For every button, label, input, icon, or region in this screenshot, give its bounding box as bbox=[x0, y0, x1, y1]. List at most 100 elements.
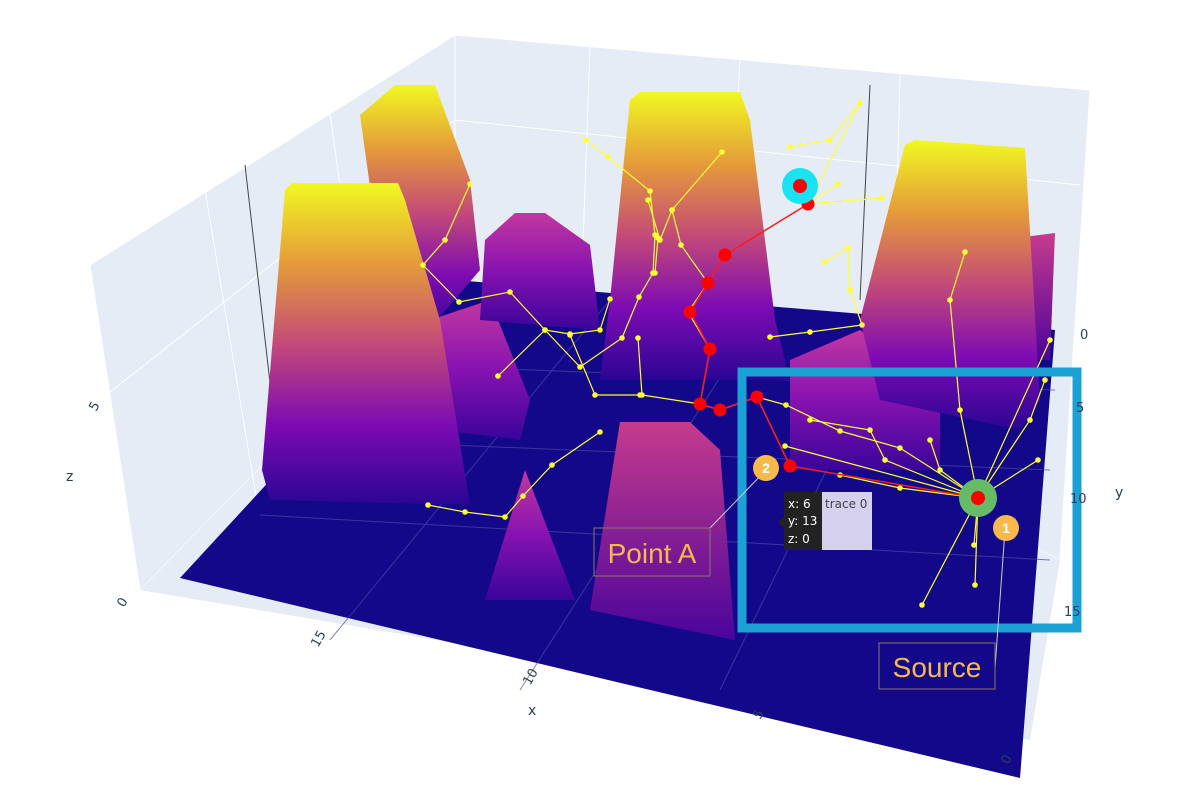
graph-edge bbox=[427, 431, 601, 518]
annotation-label-point-a: Point A bbox=[608, 538, 697, 569]
hover-z: z: 0 bbox=[788, 532, 810, 546]
graph-node bbox=[636, 294, 642, 300]
graph-node bbox=[845, 245, 851, 251]
x-tick-label: 15 bbox=[308, 628, 329, 650]
source-marker[interactable] bbox=[971, 491, 985, 505]
shortest-path bbox=[683, 185, 979, 499]
hover-x: x: 6 bbox=[788, 497, 811, 511]
graph-node bbox=[837, 428, 843, 434]
graph-node bbox=[467, 181, 473, 187]
graph-node bbox=[1035, 457, 1041, 463]
graph-node bbox=[605, 154, 611, 160]
graph-node bbox=[420, 262, 426, 268]
graph-node bbox=[495, 373, 501, 379]
graph-node bbox=[882, 457, 888, 463]
badge-point-a bbox=[753, 455, 779, 481]
graph-node bbox=[502, 514, 508, 520]
graph-edge bbox=[949, 251, 979, 499]
graph-node bbox=[678, 242, 684, 248]
path-node bbox=[693, 397, 707, 411]
graph-node bbox=[835, 181, 841, 187]
graph-node bbox=[507, 289, 513, 295]
x-tick-label: 10 bbox=[520, 666, 541, 688]
graph-edge bbox=[654, 237, 659, 274]
hover-tooltip: x: 6 y: 13 z: 0 trace 0 bbox=[778, 492, 872, 550]
path-node bbox=[783, 459, 797, 473]
path-node bbox=[703, 342, 717, 356]
graph-node bbox=[807, 329, 813, 335]
graph-node bbox=[782, 443, 788, 449]
graph-node bbox=[787, 144, 793, 150]
graph-node bbox=[657, 237, 663, 243]
y-tick-label: 5 bbox=[1076, 401, 1084, 416]
path-node bbox=[701, 276, 715, 290]
graph-node bbox=[879, 195, 885, 201]
graph-edge bbox=[769, 246, 863, 338]
graph-node bbox=[645, 197, 651, 203]
graph-edge bbox=[422, 139, 656, 368]
x-axis-title: x bbox=[528, 703, 536, 719]
tall-peak bbox=[600, 92, 790, 380]
z-axis-title: z bbox=[66, 469, 73, 485]
tall-peak bbox=[262, 183, 470, 505]
annotation-box-point-a bbox=[593, 527, 711, 577]
graph-edge bbox=[789, 102, 861, 205]
path-node bbox=[750, 390, 764, 404]
graph-node bbox=[857, 100, 863, 106]
cone-peak bbox=[485, 470, 575, 600]
graph-node bbox=[827, 137, 833, 143]
graph-node bbox=[719, 149, 725, 155]
graph-node bbox=[425, 502, 431, 508]
annotation-label-source: Source bbox=[893, 652, 982, 683]
axis-corner-line bbox=[859, 84, 871, 301]
graph-node bbox=[442, 237, 448, 243]
graph-node bbox=[962, 249, 968, 255]
graph-node bbox=[597, 327, 603, 333]
graph-node bbox=[927, 437, 933, 443]
graph-node bbox=[647, 188, 653, 194]
graph-node bbox=[1042, 377, 1048, 383]
graph-node bbox=[919, 602, 925, 608]
graph-edge bbox=[977, 339, 1051, 499]
z-tick-label: 0 bbox=[114, 595, 131, 610]
path-node bbox=[718, 248, 732, 262]
graph-node bbox=[669, 207, 675, 213]
graph-node bbox=[592, 392, 598, 398]
graph-node bbox=[567, 332, 573, 338]
badge-point-a-text: 2 bbox=[762, 460, 770, 476]
y-axis-title: y bbox=[1115, 485, 1123, 501]
graph-node bbox=[577, 364, 583, 370]
path-node bbox=[683, 305, 697, 319]
graph-node bbox=[1027, 417, 1033, 423]
y-tick-label: 0 bbox=[1080, 328, 1088, 343]
graph-node bbox=[807, 417, 813, 423]
graph-edge bbox=[784, 445, 979, 499]
badge-source bbox=[993, 515, 1019, 541]
graph-edge bbox=[921, 497, 979, 606]
graph-node bbox=[971, 542, 977, 548]
graph-node bbox=[549, 462, 555, 468]
graph-node bbox=[652, 270, 658, 276]
z-tick-label: 5 bbox=[86, 399, 103, 414]
graph-node bbox=[767, 334, 773, 340]
graph-node bbox=[937, 467, 943, 473]
graph-nodes bbox=[420, 100, 1053, 608]
mid-block bbox=[480, 213, 600, 330]
y-tick-label: 10 bbox=[1070, 492, 1087, 507]
graph-node bbox=[957, 407, 963, 413]
graph-edge bbox=[807, 197, 883, 205]
graph-node bbox=[462, 509, 468, 515]
graph-node bbox=[607, 296, 613, 302]
graph-edge bbox=[809, 419, 979, 499]
highlight-box bbox=[737, 367, 1082, 633]
graph-node bbox=[597, 429, 603, 435]
graph-node bbox=[1047, 337, 1053, 343]
graph-node bbox=[947, 297, 953, 303]
graph-node bbox=[619, 335, 625, 341]
mid-block bbox=[430, 300, 530, 440]
start-marker[interactable] bbox=[793, 179, 807, 193]
badge-source-text: 1 bbox=[1002, 520, 1010, 536]
path-node bbox=[713, 403, 727, 417]
